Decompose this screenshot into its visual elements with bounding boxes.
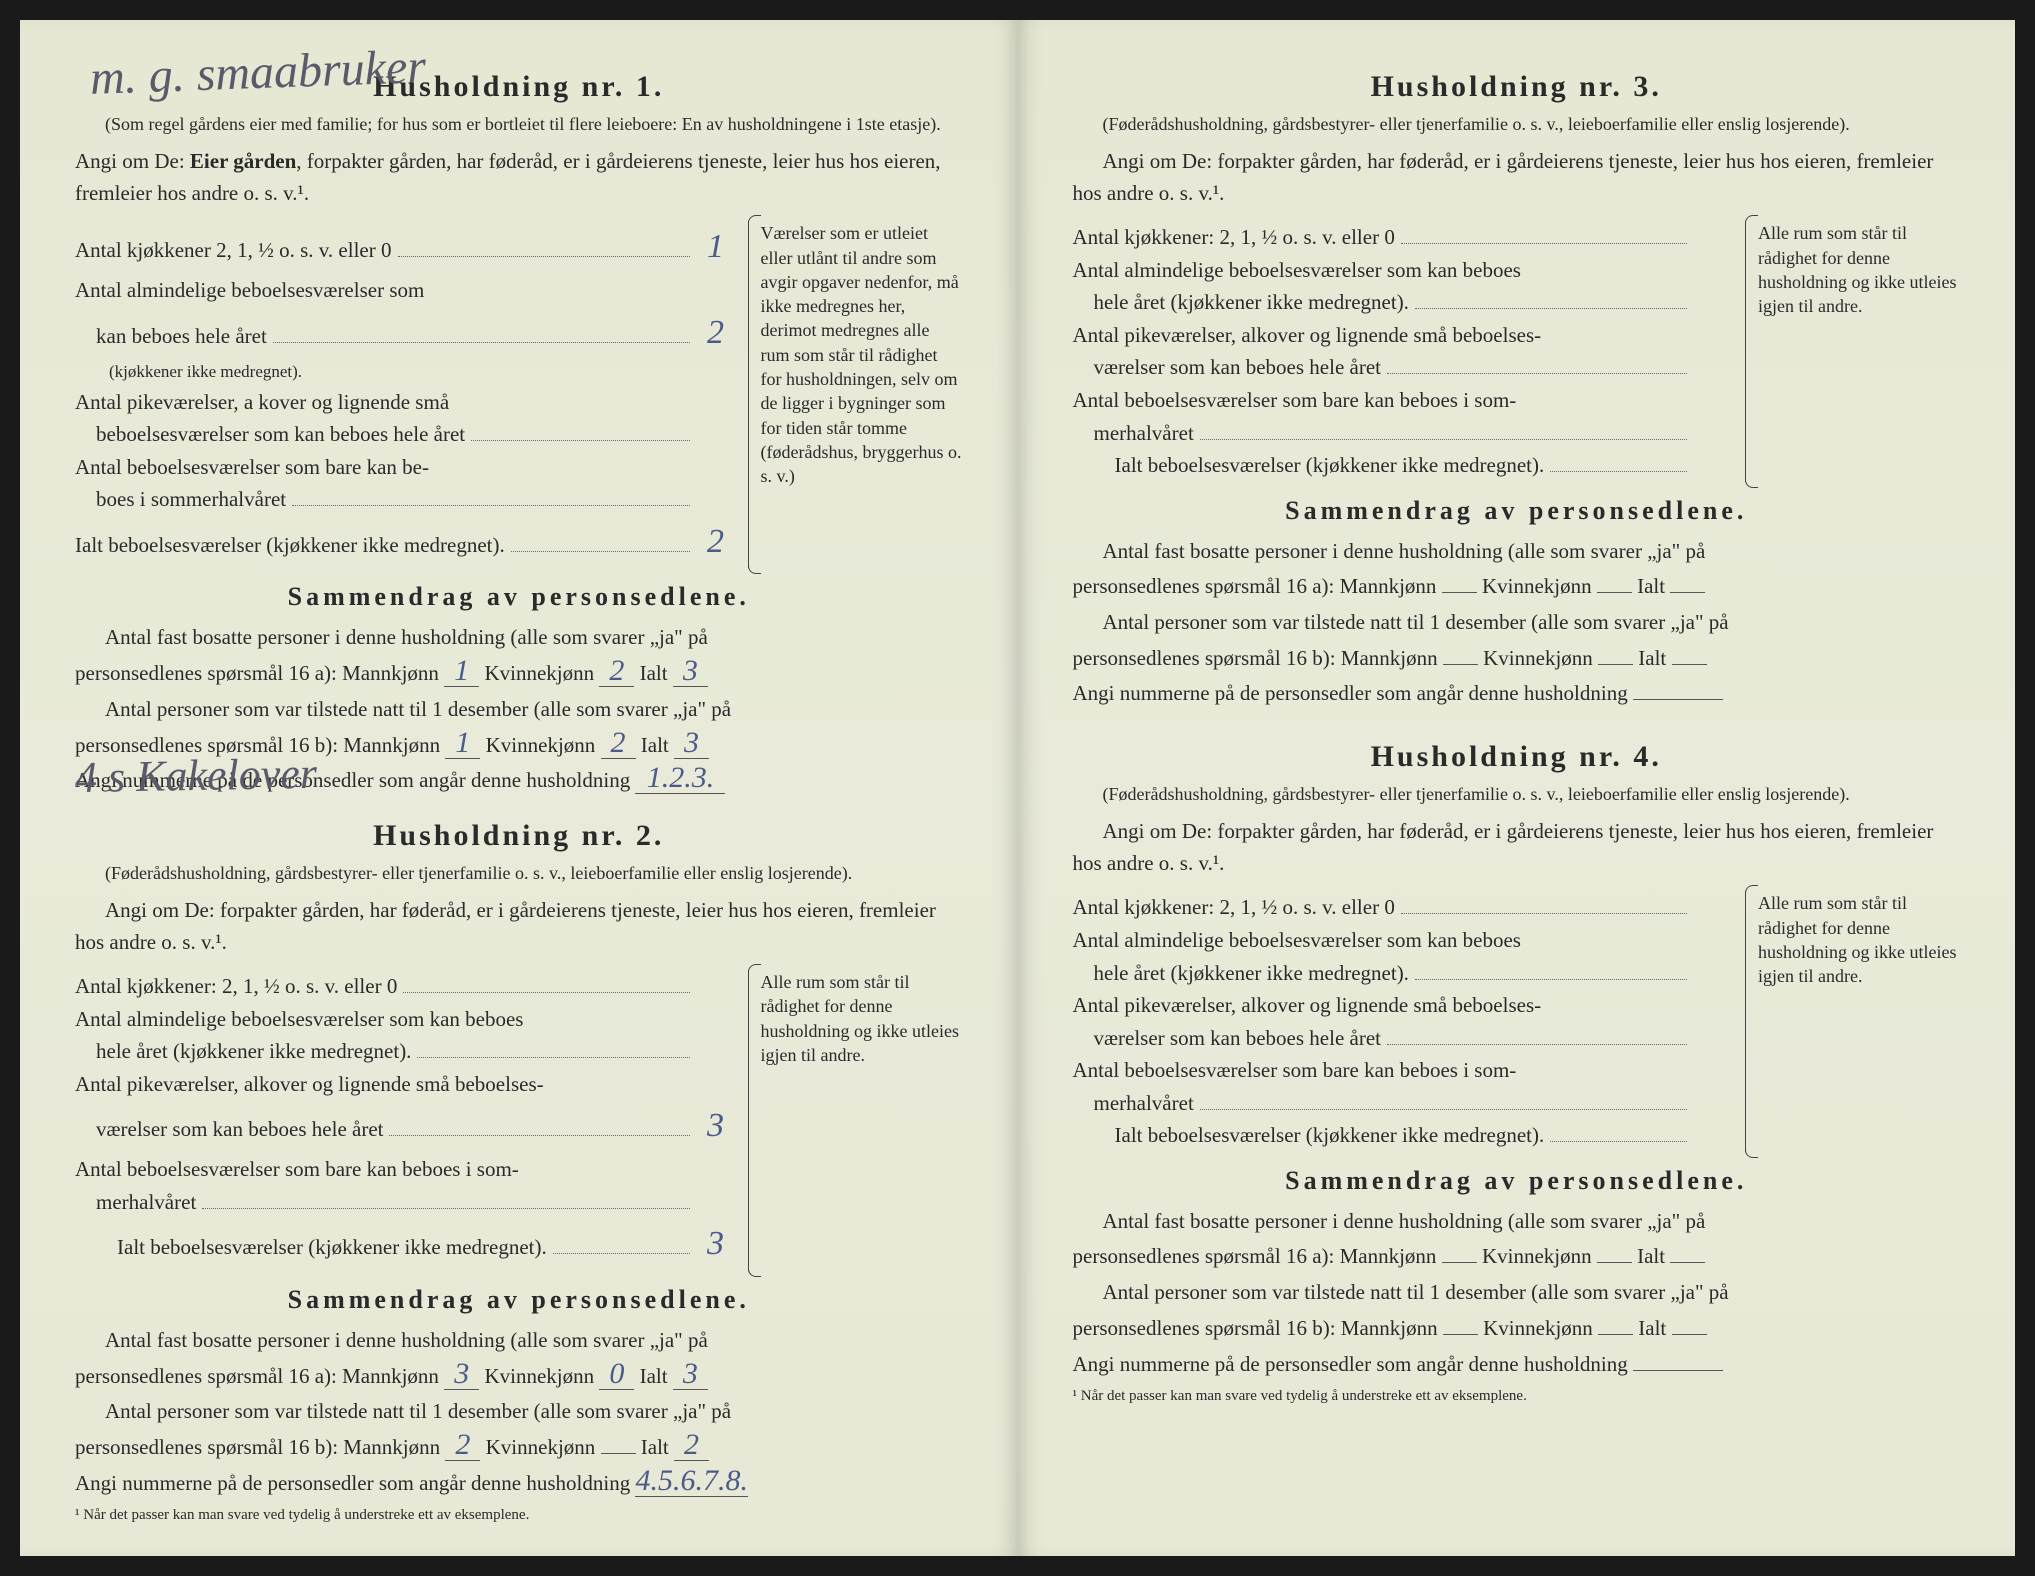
h2-rows: Antal kjøkkener: 2, 1, ½ o. s. v. eller …: [75, 970, 736, 1271]
h2-subtitle: (Føderådshusholdning, gårdsbestyrer- ell…: [75, 861, 963, 885]
h3-subtitle: (Føderådshusholdning, gårdsbestyrer- ell…: [1073, 112, 1961, 136]
h1-rows-block: Antal kjøkkener 2, 1, ½ o. s. v. eller 0…: [75, 221, 963, 568]
h3-rows: Antal kjøkkener: 2, 1, ½ o. s. v. eller …: [1073, 221, 1734, 481]
h4-angi: Angi om De: forpakter gården, har føderå…: [1073, 816, 1961, 879]
handwriting-top: m. g. smaabruker: [89, 39, 427, 106]
h4-subtitle: (Føderådshusholdning, gårdsbestyrer- ell…: [1073, 782, 1961, 806]
section-h1: Husholdning nr. 1. (Som regel gårdens ei…: [75, 70, 963, 799]
h3-rows-block: Antal kjøkkener: 2, 1, ½ o. s. v. eller …: [1073, 221, 1961, 481]
section-h3: Husholdning nr. 3. (Føderådshusholdning,…: [1073, 70, 1961, 712]
h2-title: Husholdning nr. 2.: [75, 819, 963, 853]
h3-sidenote: Alle rum som står til rådighet for denne…: [1745, 221, 1960, 481]
h2-angi: Angi om De: forpakter gården, har føderå…: [75, 895, 963, 958]
footnote-left: ¹ Når det passer kan man svare ved tydel…: [75, 1507, 963, 1524]
h1-angi: Angi om De: Eier gården, forpakter gårde…: [75, 146, 963, 209]
h1-rows: Antal kjøkkener 2, 1, ½ o. s. v. eller 0…: [75, 221, 736, 568]
page-right: Husholdning nr. 3. (Føderådshusholdning,…: [1018, 20, 2016, 1556]
h2-sum-title: Sammendrag av personsedlene.: [75, 1285, 963, 1315]
h3-title: Husholdning nr. 3.: [1073, 70, 1961, 104]
h4-rows-block: Antal kjøkkener: 2, 1, ½ o. s. v. eller …: [1073, 891, 1961, 1151]
h3-sum-title: Sammendrag av personsedlene.: [1073, 496, 1961, 526]
h2-summary: Antal fast bosatte personer i denne hush…: [75, 1323, 963, 1501]
section-h4: Husholdning nr. 4. (Føderådshusholdning,…: [1073, 740, 1961, 1405]
h4-sidenote: Alle rum som står til rådighet for denne…: [1745, 891, 1960, 1151]
h3-angi: Angi om De: forpakter gården, har føderå…: [1073, 146, 1961, 209]
h4-sum-title: Sammendrag av personsedlene.: [1073, 1166, 1961, 1196]
h2-sidenote: Alle rum som står til rådighet for denne…: [748, 970, 963, 1271]
h1-sidenote: Værelser som er utleiet eller utlånt til…: [748, 221, 963, 568]
handwriting-mid: 4 s Kakelover: [75, 748, 318, 803]
page-left: m. g. smaabruker Husholdning nr. 1. (Som…: [20, 20, 1018, 1556]
h2-rows-block: Antal kjøkkener: 2, 1, ½ o. s. v. eller …: [75, 970, 963, 1271]
h4-title: Husholdning nr. 4.: [1073, 740, 1961, 774]
footnote-right: ¹ Når det passer kan man svare ved tydel…: [1073, 1388, 1961, 1405]
h3-summary: Antal fast bosatte personer i denne hush…: [1073, 534, 1961, 712]
h4-rows: Antal kjøkkener: 2, 1, ½ o. s. v. eller …: [1073, 891, 1734, 1151]
h1-subtitle: (Som regel gårdens eier med familie; for…: [75, 112, 963, 136]
h4-summary: Antal fast bosatte personer i denne hush…: [1073, 1204, 1961, 1382]
document-spread: m. g. smaabruker Husholdning nr. 1. (Som…: [20, 20, 2015, 1556]
h1-sum-title: Sammendrag av personsedlene.: [75, 582, 963, 612]
section-h2: Husholdning nr. 2. (Føderådshusholdning,…: [75, 819, 963, 1524]
